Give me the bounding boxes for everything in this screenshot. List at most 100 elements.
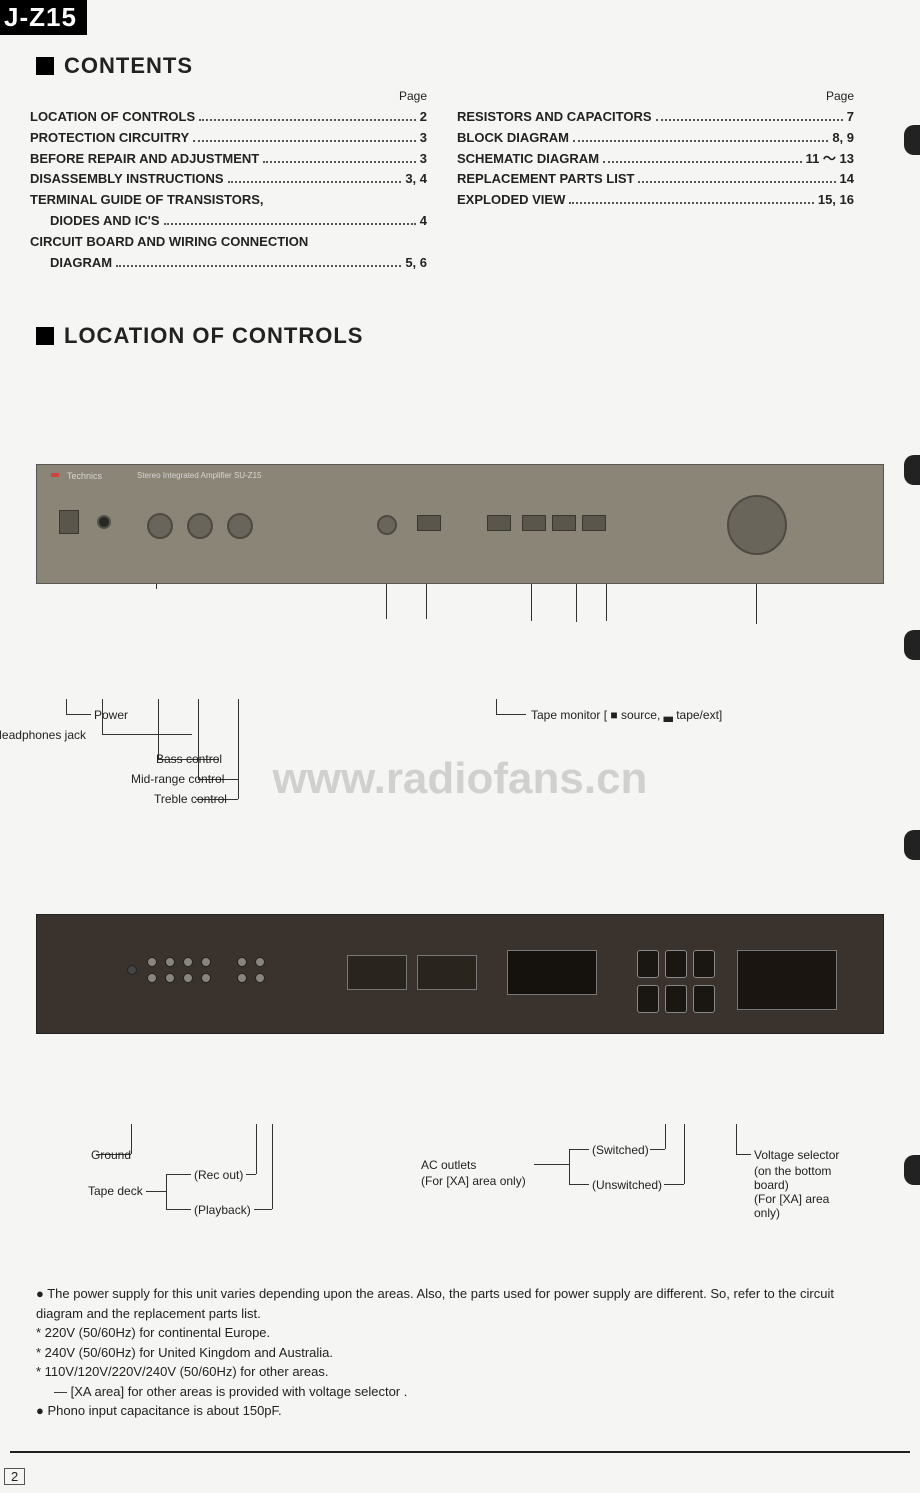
toc-page: 8, 9 [832,128,854,149]
toc-page: 5, 6 [405,253,427,274]
label-voltage-note3: (For [XA] area [754,1192,829,1206]
label-voltage-note2: board) [754,1178,789,1192]
toc-title: SCHEMATIC DIAGRAM [457,149,599,170]
toc-title: RESISTORS AND CAPACITORS [457,107,652,128]
label-mid: Mid-range control [131,772,224,786]
rca [147,957,157,967]
toc-title: PROTECTION CIRCUITRY [30,128,189,149]
panel-model: Stereo Integrated Amplifier SU-Z15 [137,471,262,480]
label-voltage-selector: Voltage selector [754,1148,839,1162]
bass-knob [147,513,173,539]
edge-tab [904,125,920,155]
label-voltage-note1: (on the bottom [754,1164,831,1178]
toc-row: RESISTORS AND CAPACITORS 7 [457,107,854,128]
loudness-switch [417,515,441,531]
toc-page: 3 [420,128,427,149]
toc-title: TERMINAL GUIDE OF TRANSISTORS, [30,190,264,211]
toc-dots [193,140,416,142]
rca [183,973,193,983]
toc-page: 14 [840,169,854,190]
input-tuner-button [582,515,606,531]
toc-title: BLOCK DIAGRAM [457,128,569,149]
input-phono-button [552,515,576,531]
toc-page: 15, 16 [818,190,854,211]
rca [237,957,247,967]
speaker-terminal-left [417,955,477,990]
toc-title: DISASSEMBLY INSTRUCTIONS [30,169,224,190]
toc-page: 3, 4 [405,169,427,190]
label-power: Power [94,708,128,722]
toc-row: EXPLODED VIEW 15, 16 [457,190,854,211]
label-playback: (Playback) [194,1203,251,1217]
toc-title: CIRCUIT BOARD AND WIRING CONNECTION [30,232,308,253]
toc-title: DIODES AND IC'S [50,211,160,232]
rca [165,973,175,983]
note-item: 240V (50/60Hz) for United Kingdom and Au… [36,1343,884,1363]
brand-plate [507,950,597,995]
rca [183,957,193,967]
contents-col-right: Page RESISTORS AND CAPACITORS7BLOCK DIAG… [457,89,884,273]
toc-page: 4 [420,211,427,232]
footer-rule [10,1451,910,1453]
toc-row: PROTECTION CIRCUITRY 3 [30,128,427,149]
ac-outlet [637,950,659,978]
label-treble: Treble control [154,792,227,806]
front-panel-diagram: Power indicator Loudness [ ■ off, ▃ on] … [36,464,884,824]
label-rec-out: (Rec out) [194,1168,243,1182]
label-ground: Ground [91,1148,131,1162]
toc-dots [569,202,813,204]
toc-dots [638,181,835,183]
balance-knob [377,515,397,535]
tape-monitor-switch [487,515,511,531]
note-item: 110V/120V/220V/240V (50/60Hz) for other … [36,1362,884,1382]
toc-row: BEFORE REPAIR AND ADJUSTMENT3 [30,149,427,170]
volume-knob [727,495,787,555]
contents-col-left: Page LOCATION OF CONTROLS2PROTECTION CIR… [30,89,457,273]
page-number: 2 [4,1468,25,1485]
toc-page: 11 ～ 13 [806,149,854,170]
label-tape-monitor: Tape monitor [ ■ source, ▃ tape/ext] [531,708,722,722]
toc-dots [573,140,828,142]
toc-page: 7 [847,107,854,128]
toc-row: LOCATION OF CONTROLS2 [30,107,427,128]
contents-heading: CONTENTS [36,53,920,79]
ac-outlet [637,985,659,1013]
edge-tab [904,1155,920,1185]
toc-page: 2 [420,107,427,128]
input-aux-button [522,515,546,531]
toc-title: BEFORE REPAIR AND ADJUSTMENT [30,149,259,170]
edge-tab [904,455,920,485]
rear-panel-diagram: aux/CD/video input Tuner input Phono inp… [36,914,884,1244]
toc-dots [199,119,416,121]
power-button [59,510,79,534]
toc-row: SCHEMATIC DIAGRAM 11 ～ 13 [457,149,854,170]
rca [237,973,247,983]
toc-row: REPLACEMENT PARTS LIST14 [457,169,854,190]
ac-outlet [665,985,687,1013]
toc-dots [228,181,402,183]
note-item: [XA area] for other areas is provided wi… [36,1382,884,1402]
edge-tab [904,630,920,660]
speaker-terminal-right [347,955,407,990]
headphone-jack [97,515,111,529]
treble-knob [227,513,253,539]
edge-tab [904,830,920,860]
page-label: Page [30,89,427,103]
label-ac-note: (For [XA] area only) [421,1174,526,1188]
toc-row: DIODES AND IC'S 4 [30,211,427,232]
label-ac-outlets: AC outlets [421,1158,476,1172]
toc-dots [164,223,416,225]
rca [255,957,265,967]
voltage-selector [737,950,837,1010]
toc-row: BLOCK DIAGRAM 8, 9 [457,128,854,149]
location-heading: LOCATION OF CONTROLS [36,323,920,349]
label-unswitched: (Unswitched) [592,1178,662,1192]
toc-title: EXPLODED VIEW [457,190,565,211]
ground-post [127,965,137,975]
front-panel: Technics Stereo Integrated Amplifier SU-… [36,464,884,584]
panel-brand: Technics [67,471,102,481]
label-tape-deck: Tape deck [88,1184,143,1198]
toc-row: TERMINAL GUIDE OF TRANSISTORS, [30,190,427,211]
toc-row: DISASSEMBLY INSTRUCTIONS 3, 4 [30,169,427,190]
rca [165,957,175,967]
